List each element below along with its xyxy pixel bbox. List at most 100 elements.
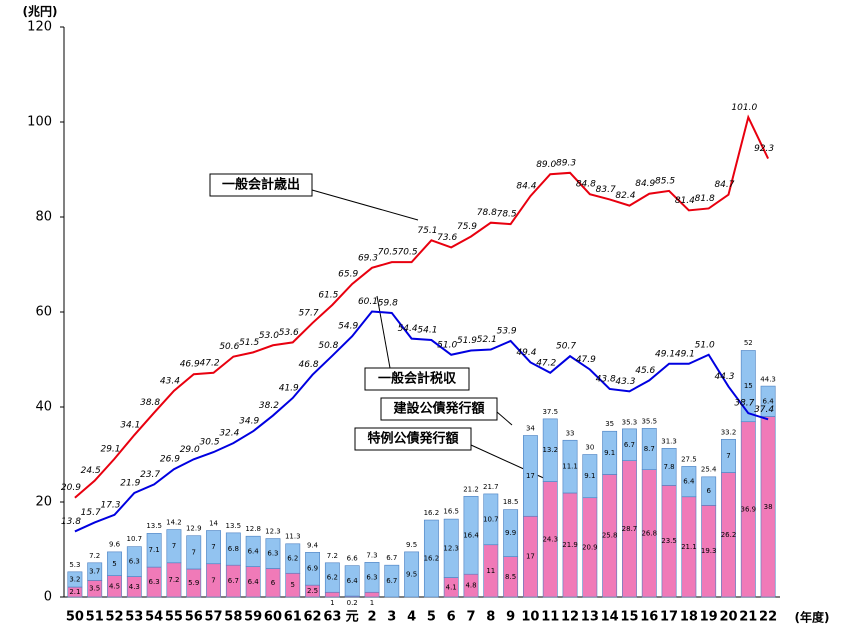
- bar-total-label: 7.2: [327, 552, 338, 560]
- bar-segment: [265, 538, 281, 569]
- x-tick-label: 2: [367, 610, 376, 625]
- line-label: 54.4: [398, 324, 418, 334]
- bar-label: 6.3: [366, 573, 377, 581]
- bar-label: 10.7: [483, 515, 499, 523]
- bar-label: 23.5: [661, 537, 677, 545]
- line-label: 43.8: [596, 374, 616, 384]
- line-label: 51.5: [239, 338, 259, 348]
- x-tick-label: 20: [719, 610, 737, 625]
- annotation: 建設公債発行額: [393, 401, 484, 417]
- line-label: 32.4: [219, 429, 239, 439]
- bar-segment: [344, 565, 360, 597]
- bar-label: 21.9: [562, 541, 578, 549]
- annotation: 一般会計税収: [378, 371, 457, 387]
- x-tick-label: 56: [185, 610, 203, 625]
- y-tick-label: 20: [35, 495, 52, 510]
- line-label: 34.1: [120, 421, 140, 431]
- bar-label: 3.5: [89, 585, 100, 593]
- line-label: 89.3: [556, 158, 576, 168]
- bar-segment: [186, 535, 202, 570]
- line-label: 24.5: [81, 466, 101, 476]
- bar-label: 6.3: [267, 550, 278, 558]
- x-tick-label: 51: [86, 610, 104, 625]
- bar-label: 7.8: [663, 463, 674, 471]
- bar-total-label: 9.6: [109, 540, 121, 548]
- bar-label: 6.3: [129, 558, 140, 566]
- x-tick-label: 10: [521, 610, 539, 625]
- line-label: 53.6: [279, 328, 299, 338]
- y-unit: (兆円): [23, 4, 58, 19]
- line-label: 41.9: [279, 383, 299, 393]
- line-label: 84.8: [576, 180, 596, 190]
- line-label: 50.6: [219, 342, 239, 352]
- line-label: 54.9: [338, 322, 358, 332]
- x-tick-label: 18: [680, 610, 698, 625]
- bar-label: 6.9: [307, 565, 318, 573]
- bar-label: 3.7: [89, 568, 100, 576]
- x-tick-label: 14: [601, 610, 619, 625]
- bar-total-label: 30: [585, 444, 594, 452]
- line-label: 61.5: [318, 290, 338, 300]
- bar-segment: [602, 430, 618, 475]
- bar-label: 6: [271, 579, 276, 587]
- line-label: 26.9: [160, 455, 180, 465]
- line-label: 51.0: [695, 340, 715, 350]
- bar-segment: [760, 385, 776, 417]
- line-label: 38.8: [140, 398, 160, 408]
- bar-segment: [285, 543, 301, 574]
- bar-total-label: 35: [605, 420, 614, 428]
- line-label: 51.9: [457, 336, 477, 346]
- bar-label: 6.4: [347, 577, 359, 585]
- bar-segment: [206, 530, 221, 565]
- line-label: 20.9: [61, 483, 81, 493]
- line-label: 30.5: [200, 438, 220, 448]
- bar-label: 16.2: [424, 555, 440, 563]
- line-label: 17.3: [100, 500, 120, 510]
- bar-total-label: 14.2: [166, 519, 182, 527]
- bar-total-label: 31.3: [661, 437, 677, 445]
- line-label: 53.9: [497, 326, 517, 336]
- line-label: 73.6: [437, 233, 457, 243]
- line-label: 51.0: [437, 340, 457, 350]
- line-label: 84.7: [714, 180, 734, 190]
- bar-label: 1: [370, 599, 374, 607]
- bar-label: 0.2: [347, 599, 358, 607]
- bar-label: 6.2: [287, 555, 298, 563]
- bar-total-label: 25.4: [701, 465, 717, 473]
- line-label: 21.9: [120, 478, 140, 488]
- bar-label: 26.2: [721, 531, 737, 539]
- bar-segment: [67, 571, 83, 588]
- arrow: [376, 295, 391, 369]
- bar-segment: [87, 562, 103, 581]
- bar-label: 21.1: [681, 543, 697, 551]
- line-label: 47.9: [576, 355, 596, 365]
- line-label: 70.5: [398, 248, 418, 258]
- x-tick-label: 13: [581, 610, 599, 625]
- bar-segment: [126, 546, 142, 577]
- line-label: 38.2: [259, 401, 279, 411]
- bar-label: 5: [112, 560, 116, 568]
- bar-segment: [622, 428, 637, 461]
- line-label: 54.1: [417, 326, 437, 336]
- bar-segment: [463, 495, 479, 575]
- bar-label: 11.1: [562, 463, 578, 471]
- bar-label: 9.5: [406, 570, 417, 578]
- line-label: 85.5: [655, 176, 675, 186]
- bar-label: 9.9: [505, 529, 516, 537]
- line: [74, 310, 769, 533]
- bar-segment: [721, 438, 736, 473]
- bar-label: 6.8: [228, 545, 239, 553]
- line-label: 81.8: [695, 194, 715, 204]
- bar-total-label: 9.5: [406, 541, 417, 549]
- bar-label: 6.4: [763, 397, 775, 405]
- bar-segment: [701, 476, 717, 506]
- bar-segment: [364, 591, 380, 598]
- x-tick-label: 58: [224, 610, 242, 625]
- line-label: 47.2: [200, 358, 220, 368]
- y-tick-label: 80: [35, 210, 52, 225]
- bar-segment: [641, 428, 657, 471]
- y-tick-label: 60: [35, 305, 52, 320]
- line-label: 29.1: [100, 444, 120, 454]
- x-tick-label: 57: [204, 610, 222, 625]
- line-label: 57.7: [299, 308, 319, 318]
